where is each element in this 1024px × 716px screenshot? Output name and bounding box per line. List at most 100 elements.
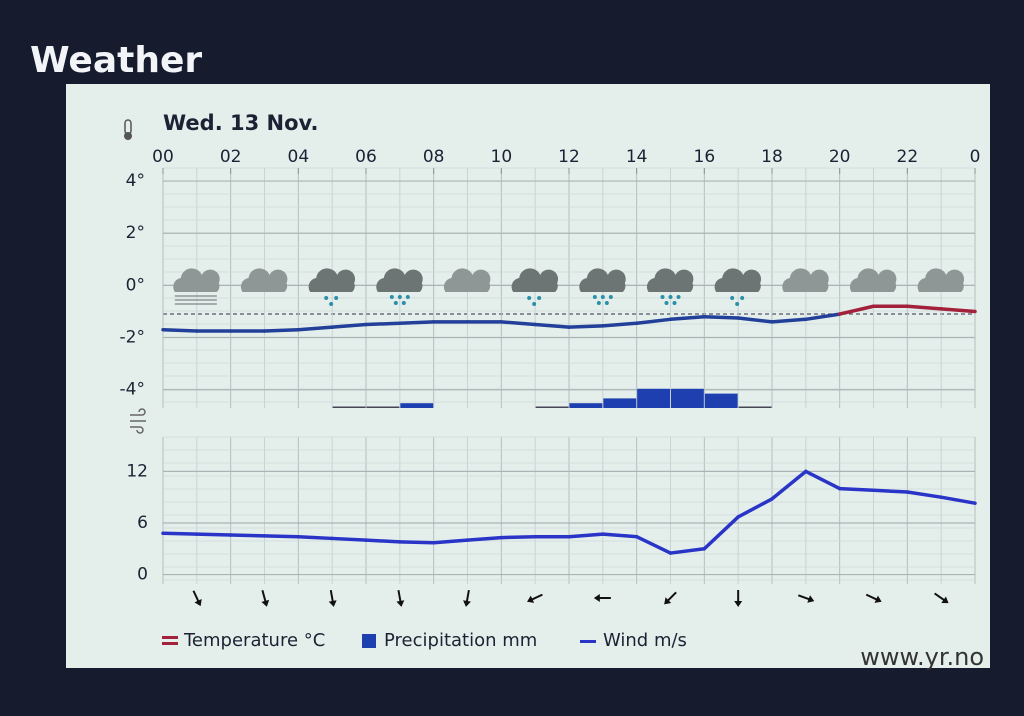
x-tick-label: 14 bbox=[626, 147, 648, 167]
thermometer-icon bbox=[124, 119, 132, 140]
snowflake bbox=[604, 301, 609, 305]
wind-arrow bbox=[463, 589, 471, 607]
line-segment bbox=[262, 327, 301, 333]
cloud bbox=[511, 268, 559, 292]
precipitation-bar bbox=[704, 393, 738, 408]
line-segment bbox=[161, 327, 199, 333]
line-segment bbox=[905, 304, 943, 311]
cloud bbox=[443, 268, 491, 292]
line-segment bbox=[634, 317, 673, 325]
x-tick-label: 20 bbox=[829, 147, 851, 167]
weather-icon bbox=[579, 268, 626, 305]
legend-marker bbox=[362, 634, 376, 648]
arrow-head bbox=[807, 595, 815, 603]
snowflake bbox=[740, 296, 745, 300]
weather-icon bbox=[173, 268, 220, 305]
snowflake bbox=[401, 301, 406, 305]
wind-arrow bbox=[527, 593, 543, 603]
x-tick-label: 00 bbox=[152, 147, 174, 167]
legend: Temperature °C Precipitation mm Wind m/s bbox=[162, 630, 687, 651]
line-segment bbox=[364, 538, 402, 544]
line-segment bbox=[398, 540, 436, 545]
y-tick-label: 0° bbox=[126, 275, 145, 295]
y-tick-label: 2° bbox=[126, 223, 145, 243]
y-tick-label: -4° bbox=[120, 380, 145, 400]
line-segment bbox=[567, 532, 605, 539]
line-segment bbox=[533, 322, 571, 329]
line-segment bbox=[499, 320, 537, 327]
legend-marker bbox=[580, 640, 596, 643]
cloud bbox=[308, 268, 356, 292]
arrow-head bbox=[261, 599, 270, 607]
wind-arrow bbox=[664, 591, 677, 605]
cloud bbox=[376, 268, 423, 292]
cloud bbox=[646, 268, 694, 292]
x-tick-label: 18 bbox=[761, 147, 783, 167]
line-segment bbox=[770, 317, 808, 324]
line-segment bbox=[296, 534, 334, 541]
line-segment bbox=[431, 538, 470, 545]
line-segment bbox=[262, 534, 301, 539]
line-segment bbox=[939, 307, 977, 314]
line-segment bbox=[837, 486, 876, 493]
line-segment bbox=[837, 304, 876, 316]
x-tick-label: 04 bbox=[288, 147, 310, 167]
cloud bbox=[782, 268, 829, 292]
line-segment bbox=[499, 534, 537, 540]
weather-icon bbox=[376, 268, 423, 305]
y-tick-label: -2° bbox=[120, 328, 145, 348]
line-segment bbox=[702, 314, 740, 320]
legend-label: Precipitation mm bbox=[384, 630, 537, 651]
snowflake bbox=[600, 295, 605, 299]
weather-icon bbox=[511, 268, 559, 306]
snowflake bbox=[393, 301, 398, 305]
y-tick-label: 12 bbox=[126, 461, 148, 481]
legend-marker bbox=[162, 642, 178, 645]
snowflake bbox=[660, 295, 665, 299]
line-segment bbox=[668, 547, 707, 555]
line-segment bbox=[939, 495, 977, 505]
wind-arrow bbox=[396, 589, 405, 607]
weather-icon bbox=[849, 268, 897, 292]
arrow-head bbox=[874, 595, 882, 603]
line-segment bbox=[228, 533, 267, 538]
precipitation-bar bbox=[569, 403, 603, 408]
y-tick-label: 6 bbox=[137, 513, 148, 533]
arrow-head bbox=[396, 600, 405, 607]
line-segment bbox=[736, 316, 774, 324]
line-segment bbox=[770, 469, 808, 501]
line-segment bbox=[398, 320, 436, 325]
precipitation-bar bbox=[332, 406, 366, 408]
snowflake bbox=[668, 295, 673, 299]
precipitation-bar bbox=[603, 398, 637, 408]
snowflake bbox=[329, 302, 334, 306]
line-segment bbox=[330, 322, 368, 329]
cloud bbox=[579, 268, 626, 292]
precipitation-bar bbox=[637, 388, 670, 408]
arrow-head bbox=[194, 599, 202, 607]
precipitation-bar bbox=[366, 406, 400, 408]
x-tick-label: 10 bbox=[491, 147, 513, 167]
precipitation-bar bbox=[671, 388, 704, 408]
line-segment bbox=[567, 324, 605, 329]
weather-icon bbox=[646, 268, 694, 305]
precipitation-bar bbox=[400, 403, 434, 408]
precipitation-bar bbox=[738, 406, 772, 408]
line-segment bbox=[601, 532, 639, 539]
weather-icon bbox=[917, 268, 965, 292]
wind-arrow bbox=[261, 590, 270, 607]
app-title: Weather bbox=[30, 40, 202, 81]
line-segment bbox=[465, 535, 504, 542]
snowflake bbox=[735, 302, 740, 306]
line-segment bbox=[364, 321, 402, 327]
x-tick-label: 08 bbox=[423, 147, 445, 167]
snowflake bbox=[664, 301, 669, 305]
wind-arrow bbox=[934, 592, 949, 604]
arrow-head bbox=[328, 600, 337, 607]
snowflake bbox=[730, 296, 735, 300]
cloud bbox=[917, 268, 965, 292]
arrow-head bbox=[941, 596, 949, 604]
y-tick-label: 0 bbox=[137, 565, 148, 585]
